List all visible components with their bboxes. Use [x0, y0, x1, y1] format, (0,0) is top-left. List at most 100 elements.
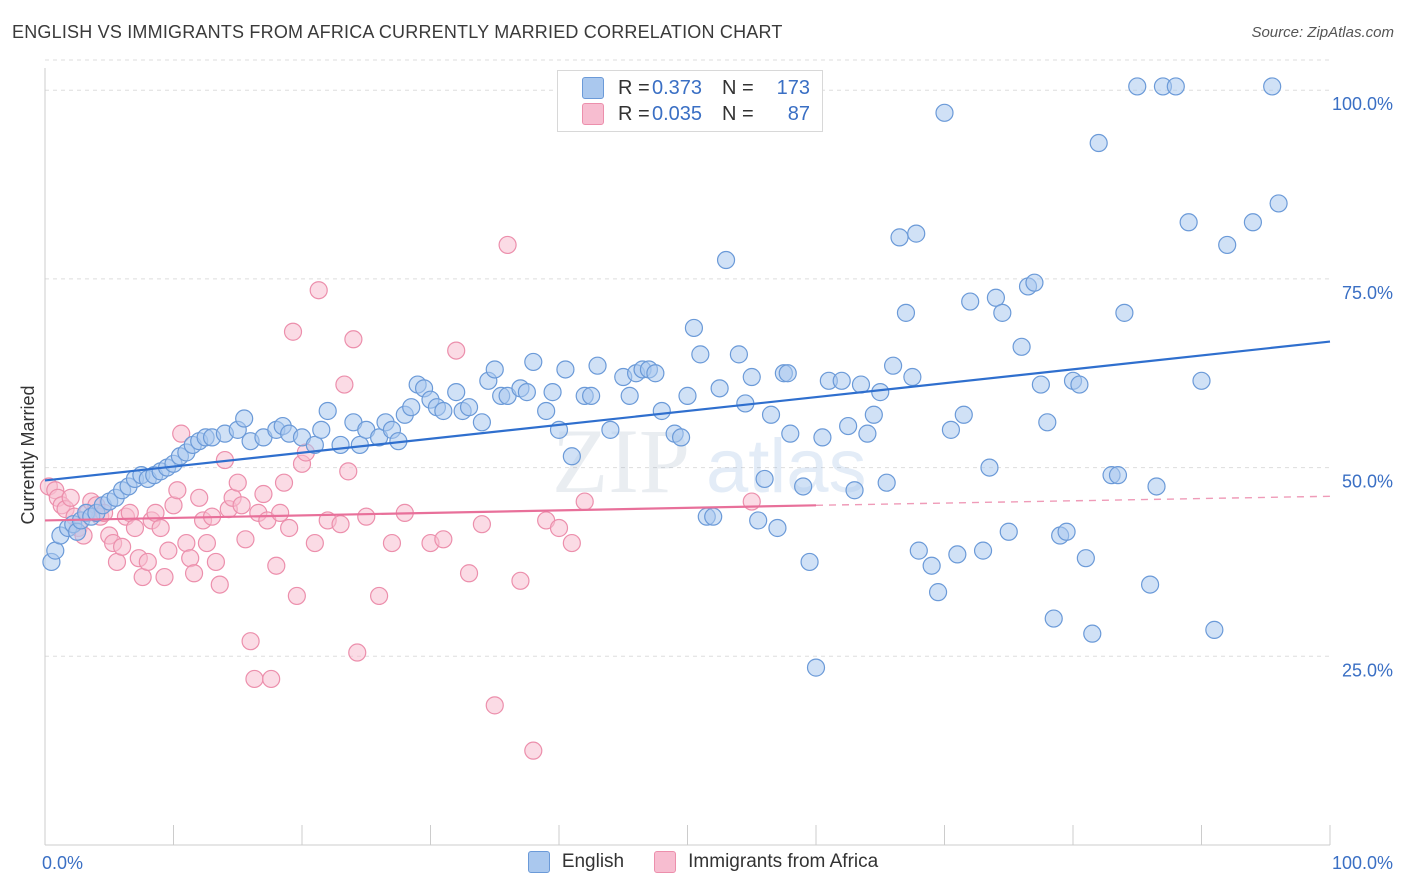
english-point — [652, 401, 671, 421]
english-point — [485, 360, 504, 379]
africa-point — [112, 537, 132, 556]
english-point — [1089, 133, 1108, 153]
y-axis-label: Currently Married — [18, 385, 38, 524]
y-tick-label: 100.0% — [1332, 94, 1393, 114]
english-swatch — [582, 77, 604, 99]
english-point — [1025, 273, 1044, 292]
english-point — [903, 367, 922, 387]
english-point — [907, 224, 926, 243]
trend-lines — [44, 340, 1331, 522]
y-tick-labels: 25.0% 50.0% 75.0% 100.0% — [1332, 94, 1393, 680]
africa-point — [271, 503, 290, 522]
legend-label-english: English — [561, 851, 625, 872]
africa-point — [447, 341, 466, 360]
legend-row-english: R = 0.373 N = 173 — [582, 76, 810, 100]
english-point — [909, 541, 928, 560]
english-point — [973, 541, 993, 560]
english-point — [1166, 77, 1185, 96]
english-point — [710, 379, 729, 398]
english-point — [948, 545, 967, 564]
africa-point — [434, 530, 453, 549]
english-point — [1263, 77, 1282, 96]
africa-point — [254, 484, 273, 504]
english-point — [1076, 549, 1095, 568]
english-point — [1192, 371, 1211, 390]
africa-point — [485, 696, 504, 715]
english-point — [459, 398, 479, 417]
africa-point — [524, 741, 543, 760]
africa-point — [382, 533, 402, 553]
english-point — [537, 401, 556, 421]
africa-point — [274, 473, 294, 492]
africa-point — [155, 567, 174, 587]
series-legend: English Immigrants from Africa — [0, 851, 1406, 873]
axes — [44, 68, 1331, 846]
english-point — [1179, 213, 1198, 232]
africa-point — [236, 530, 255, 549]
english-point — [742, 367, 761, 387]
africa-trend-extension — [815, 495, 1331, 507]
africa-point — [172, 424, 191, 443]
english-point — [1031, 375, 1050, 394]
english-point — [922, 556, 941, 575]
chart-title: ENGLISH VS IMMIGRANTS FROM AFRICA CURREN… — [12, 22, 783, 42]
english-point — [1057, 522, 1076, 541]
english-point — [794, 477, 813, 496]
english-point — [588, 356, 607, 375]
english-point — [800, 552, 819, 572]
africa-point — [309, 281, 328, 300]
english-point — [864, 405, 883, 424]
africa-point — [331, 515, 350, 534]
africa-points — [39, 235, 761, 760]
legend-item-africa[interactable]: Immigrants from Africa — [654, 851, 878, 873]
english-point — [691, 345, 710, 364]
y-tick-label: 25.0% — [1342, 660, 1393, 680]
english-point — [858, 424, 877, 443]
africa-point — [498, 235, 517, 255]
english-point — [1044, 609, 1063, 628]
n-value: 173 — [776, 76, 810, 99]
english-point — [832, 371, 851, 390]
x-tick-labels: 0.0% 100.0% — [42, 853, 1393, 873]
africa-point — [125, 518, 145, 538]
africa-point — [575, 492, 594, 511]
english-point — [980, 458, 999, 477]
english-point — [1243, 213, 1263, 232]
legend-row-africa: R = 0.035 N = 87 — [582, 102, 810, 126]
english-point — [729, 345, 749, 364]
english-point — [556, 360, 575, 379]
n-label: N = — [722, 76, 754, 99]
english-point — [524, 352, 543, 372]
english-point — [1205, 620, 1224, 639]
watermark: ZIP atlas — [552, 410, 867, 512]
legend-label-africa: Immigrants from Africa — [688, 851, 879, 872]
english-point — [517, 383, 536, 402]
english-point — [1140, 575, 1160, 594]
english-point — [472, 413, 491, 432]
africa-swatch — [654, 851, 677, 873]
english-point — [646, 364, 665, 383]
english-point — [954, 405, 973, 424]
english-point — [305, 435, 324, 455]
r-label: R = — [618, 76, 650, 99]
stats-legend: R = 0.373 N = 173 R = 0.035 N = 87 — [557, 70, 823, 132]
africa-point — [287, 586, 306, 606]
africa-point — [472, 515, 491, 534]
english-point — [434, 401, 453, 421]
africa-point — [168, 481, 187, 500]
english-point — [993, 303, 1012, 322]
english-point — [1083, 624, 1102, 643]
english-point — [761, 405, 781, 424]
english-point — [1218, 235, 1237, 255]
x-tick-label: 0.0% — [42, 853, 83, 873]
english-point — [562, 447, 581, 466]
legend-item-english[interactable]: English — [527, 851, 625, 873]
english-point — [896, 303, 916, 322]
source-label: Source: ZipAtlas.com — [1251, 24, 1394, 41]
africa-point — [61, 488, 80, 507]
grid-lines — [45, 59, 1330, 657]
x-tick-label: 100.0% — [1332, 853, 1393, 873]
english-point — [671, 428, 691, 447]
english-point — [1115, 303, 1134, 322]
